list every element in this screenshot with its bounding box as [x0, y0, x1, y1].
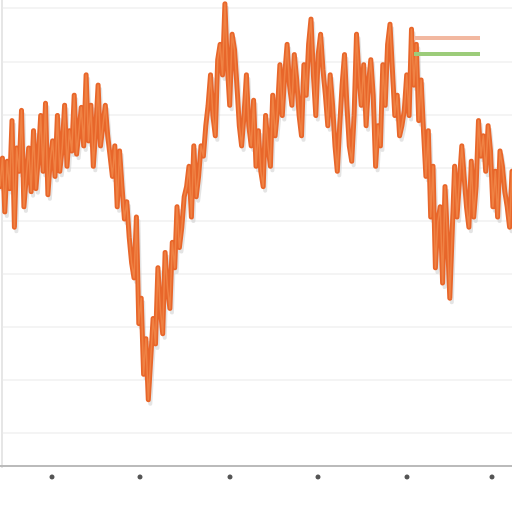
x-tick-mark — [137, 474, 143, 480]
x-tick-mark — [227, 474, 233, 480]
legend — [414, 36, 480, 56]
gridlines — [2, 7, 512, 434]
x-tick-mark — [315, 474, 321, 480]
series-line-highlight — [0, 3, 512, 401]
x-tick-mark — [404, 474, 410, 480]
legend-swatch — [414, 52, 480, 56]
series-group — [0, 1, 512, 406]
x-tick-mark — [489, 474, 495, 480]
x-tick-labels — [49, 474, 495, 480]
legend-swatch — [414, 36, 480, 40]
x-tick-mark — [49, 474, 55, 480]
